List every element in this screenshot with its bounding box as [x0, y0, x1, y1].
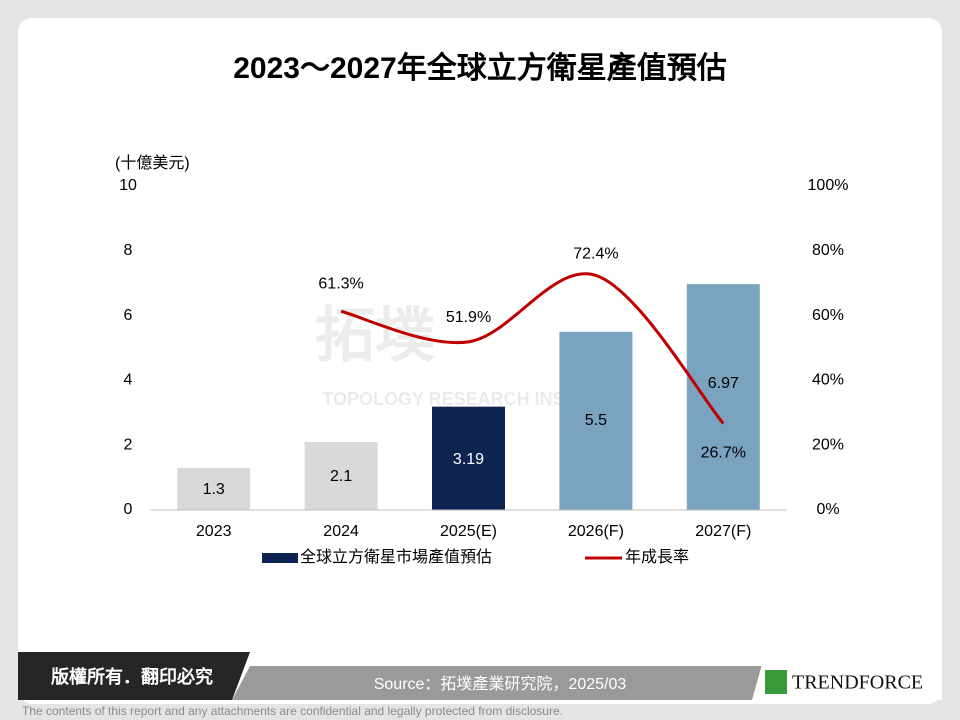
copyright: 版權所有．翻印必究 — [51, 666, 213, 687]
y2-tick-label: 80% — [812, 242, 844, 259]
watermark-sub: TOPOLOGY RESEARCH INSTITUTE — [322, 389, 627, 409]
bar-value-label: 1.3 — [203, 481, 225, 498]
x-tick-label: 2024 — [323, 523, 359, 540]
disclaimer: The contents of this report and any atta… — [22, 704, 563, 718]
y-axis-label: (十億美元) — [115, 154, 190, 172]
bar — [304, 441, 378, 510]
x-tick-label: 2023 — [196, 523, 232, 540]
source: Source：拓墣產業研究院，2025/03 — [374, 675, 627, 693]
bar — [177, 467, 251, 510]
bar — [559, 331, 633, 510]
y2-tick-label: 60% — [812, 307, 844, 324]
y-tick-label: 4 — [124, 372, 133, 389]
y2-tick-label: 40% — [812, 372, 844, 389]
y-tick-label: 6 — [124, 307, 133, 324]
x-tick-label: 2027(F) — [695, 523, 751, 540]
bar-value-label: 5.5 — [585, 412, 607, 429]
logo: TRENDFORCE — [792, 672, 923, 694]
chart-title: 2023～2027年全球立方衛星產值預估 — [233, 51, 726, 85]
plot: 02468100%20%40%60%80%100%1.320232.120243… — [119, 177, 848, 566]
y-tick-label: 2 — [124, 436, 133, 453]
y2-tick-label: 20% — [812, 436, 844, 453]
footer-dark — [18, 652, 250, 700]
legend-label: 全球立方衛星市場產值預估 — [300, 548, 492, 566]
y-tick-label: 0 — [124, 501, 133, 518]
x-tick-label: 2026(F) — [568, 523, 624, 540]
bar-value-label: 3.19 — [453, 451, 484, 468]
y-tick-label: 8 — [124, 242, 133, 259]
y2-tick-label: 0% — [816, 501, 839, 518]
bar — [686, 284, 760, 510]
bar-value-label: 6.97 — [708, 375, 739, 392]
card — [18, 18, 942, 704]
line-value-label: 72.4% — [573, 246, 618, 263]
x-tick-label: 2025(E) — [440, 523, 497, 540]
line-value-label: 26.7% — [701, 445, 746, 462]
y-tick-label: 10 — [119, 177, 137, 194]
logo-area — [752, 636, 942, 700]
growth-line — [340, 272, 725, 425]
legend-label: 年成長率 — [625, 548, 689, 566]
footer-band — [232, 666, 770, 700]
bar — [432, 406, 505, 510]
line-value-label: 61.3% — [318, 276, 363, 293]
line-value-label: 51.9% — [446, 309, 491, 326]
logo-mark — [765, 670, 787, 694]
y2-tick-label: 100% — [808, 177, 849, 194]
legend-swatch — [262, 553, 298, 563]
bar-value-label: 2.1 — [330, 468, 352, 485]
